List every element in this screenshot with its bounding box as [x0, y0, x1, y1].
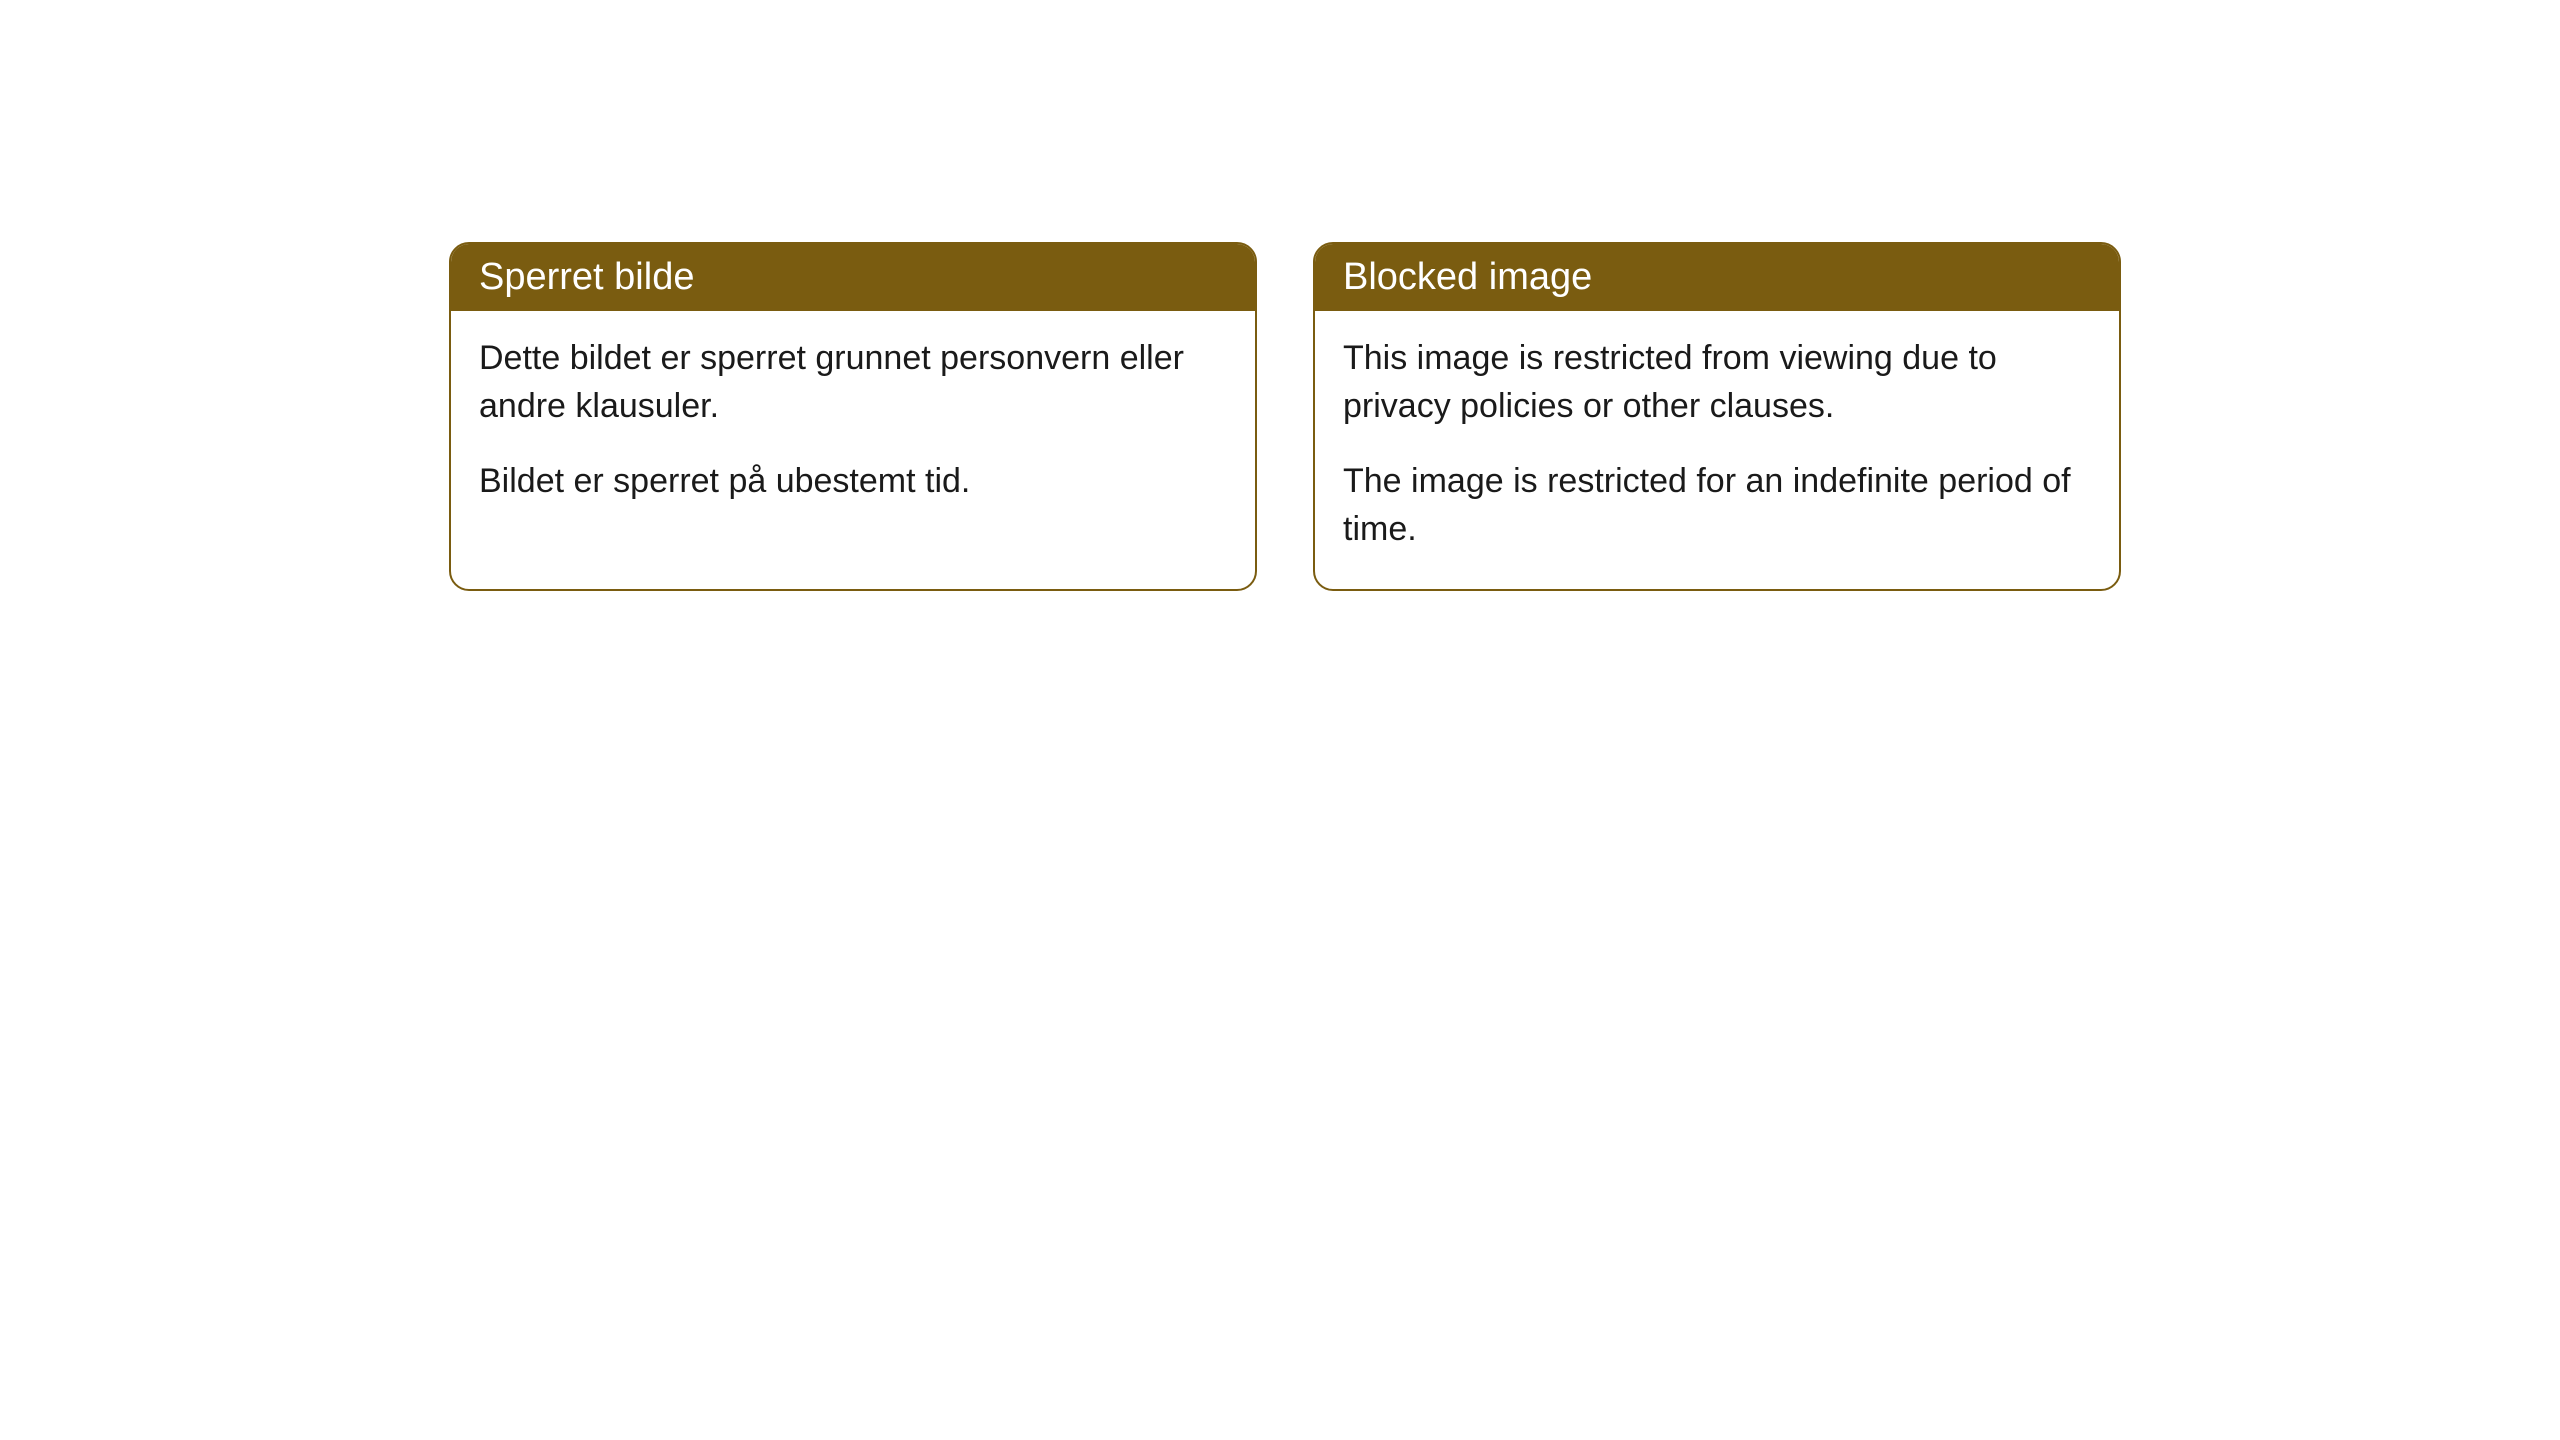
card-paragraph: Dette bildet er sperret grunnet personve… — [479, 335, 1227, 430]
card-body-english: This image is restricted from viewing du… — [1315, 311, 2119, 589]
card-english: Blocked image This image is restricted f… — [1313, 242, 2121, 591]
card-paragraph: This image is restricted from viewing du… — [1343, 335, 2091, 430]
card-norwegian: Sperret bilde Dette bildet er sperret gr… — [449, 242, 1257, 591]
card-paragraph: Bildet er sperret på ubestemt tid. — [479, 458, 1227, 506]
card-paragraph: The image is restricted for an indefinit… — [1343, 458, 2091, 553]
cards-container: Sperret bilde Dette bildet er sperret gr… — [449, 242, 2121, 591]
card-body-norwegian: Dette bildet er sperret grunnet personve… — [451, 311, 1255, 542]
card-header-norwegian: Sperret bilde — [451, 244, 1255, 311]
card-header-english: Blocked image — [1315, 244, 2119, 311]
